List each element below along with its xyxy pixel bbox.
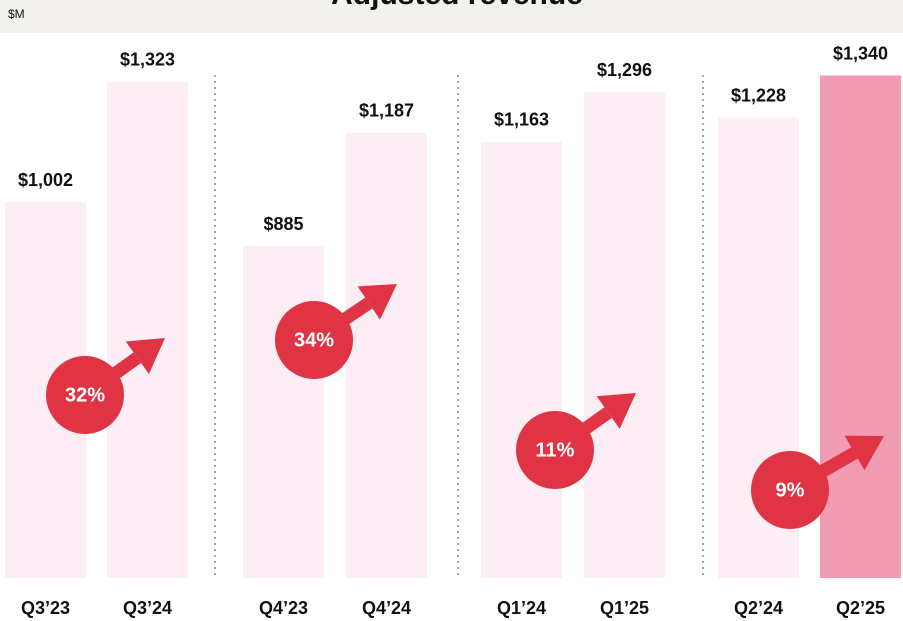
x-tick-label: Q4’23 (259, 598, 308, 618)
unit-label: $M (8, 7, 25, 21)
value-label: $1,340 (833, 43, 888, 63)
badge (516, 411, 594, 489)
bar (243, 246, 324, 578)
value-label: $1,228 (731, 85, 786, 105)
value-label: $1,296 (597, 60, 652, 80)
bar (346, 132, 427, 578)
badge (275, 301, 353, 379)
badge-arrow-head (596, 393, 636, 429)
badge-arrow-head (844, 435, 884, 471)
chart-title: Adjusted revenue (331, 0, 583, 11)
badge (751, 451, 829, 529)
badge-arrow-head (125, 338, 165, 375)
badge-label: 9% (776, 479, 805, 501)
bar (107, 81, 188, 578)
x-tick-label: Q2’24 (734, 598, 783, 618)
value-label: $1,187 (359, 101, 414, 121)
header-band (0, 0, 903, 33)
badge-label: 11% (536, 439, 575, 461)
badge-label: 32% (65, 384, 105, 406)
x-tick-label: Q2’25 (836, 598, 885, 618)
bar (481, 141, 562, 578)
badge-label: 34% (294, 329, 334, 351)
value-label: $1,323 (120, 50, 175, 70)
x-tick-label: Q1’25 (600, 598, 649, 618)
x-tick-label: Q3’23 (21, 598, 70, 618)
value-label: $885 (263, 214, 303, 234)
x-tick-label: Q3’24 (123, 598, 172, 618)
value-label: $1,163 (494, 110, 549, 130)
badge-arrow-head (357, 284, 397, 320)
x-tick-label: Q4’24 (362, 598, 411, 618)
bar (584, 92, 665, 578)
x-tick-label: Q1’24 (497, 598, 546, 618)
value-label: $1,002 (18, 170, 73, 190)
badge (46, 356, 124, 434)
bar (820, 75, 901, 578)
